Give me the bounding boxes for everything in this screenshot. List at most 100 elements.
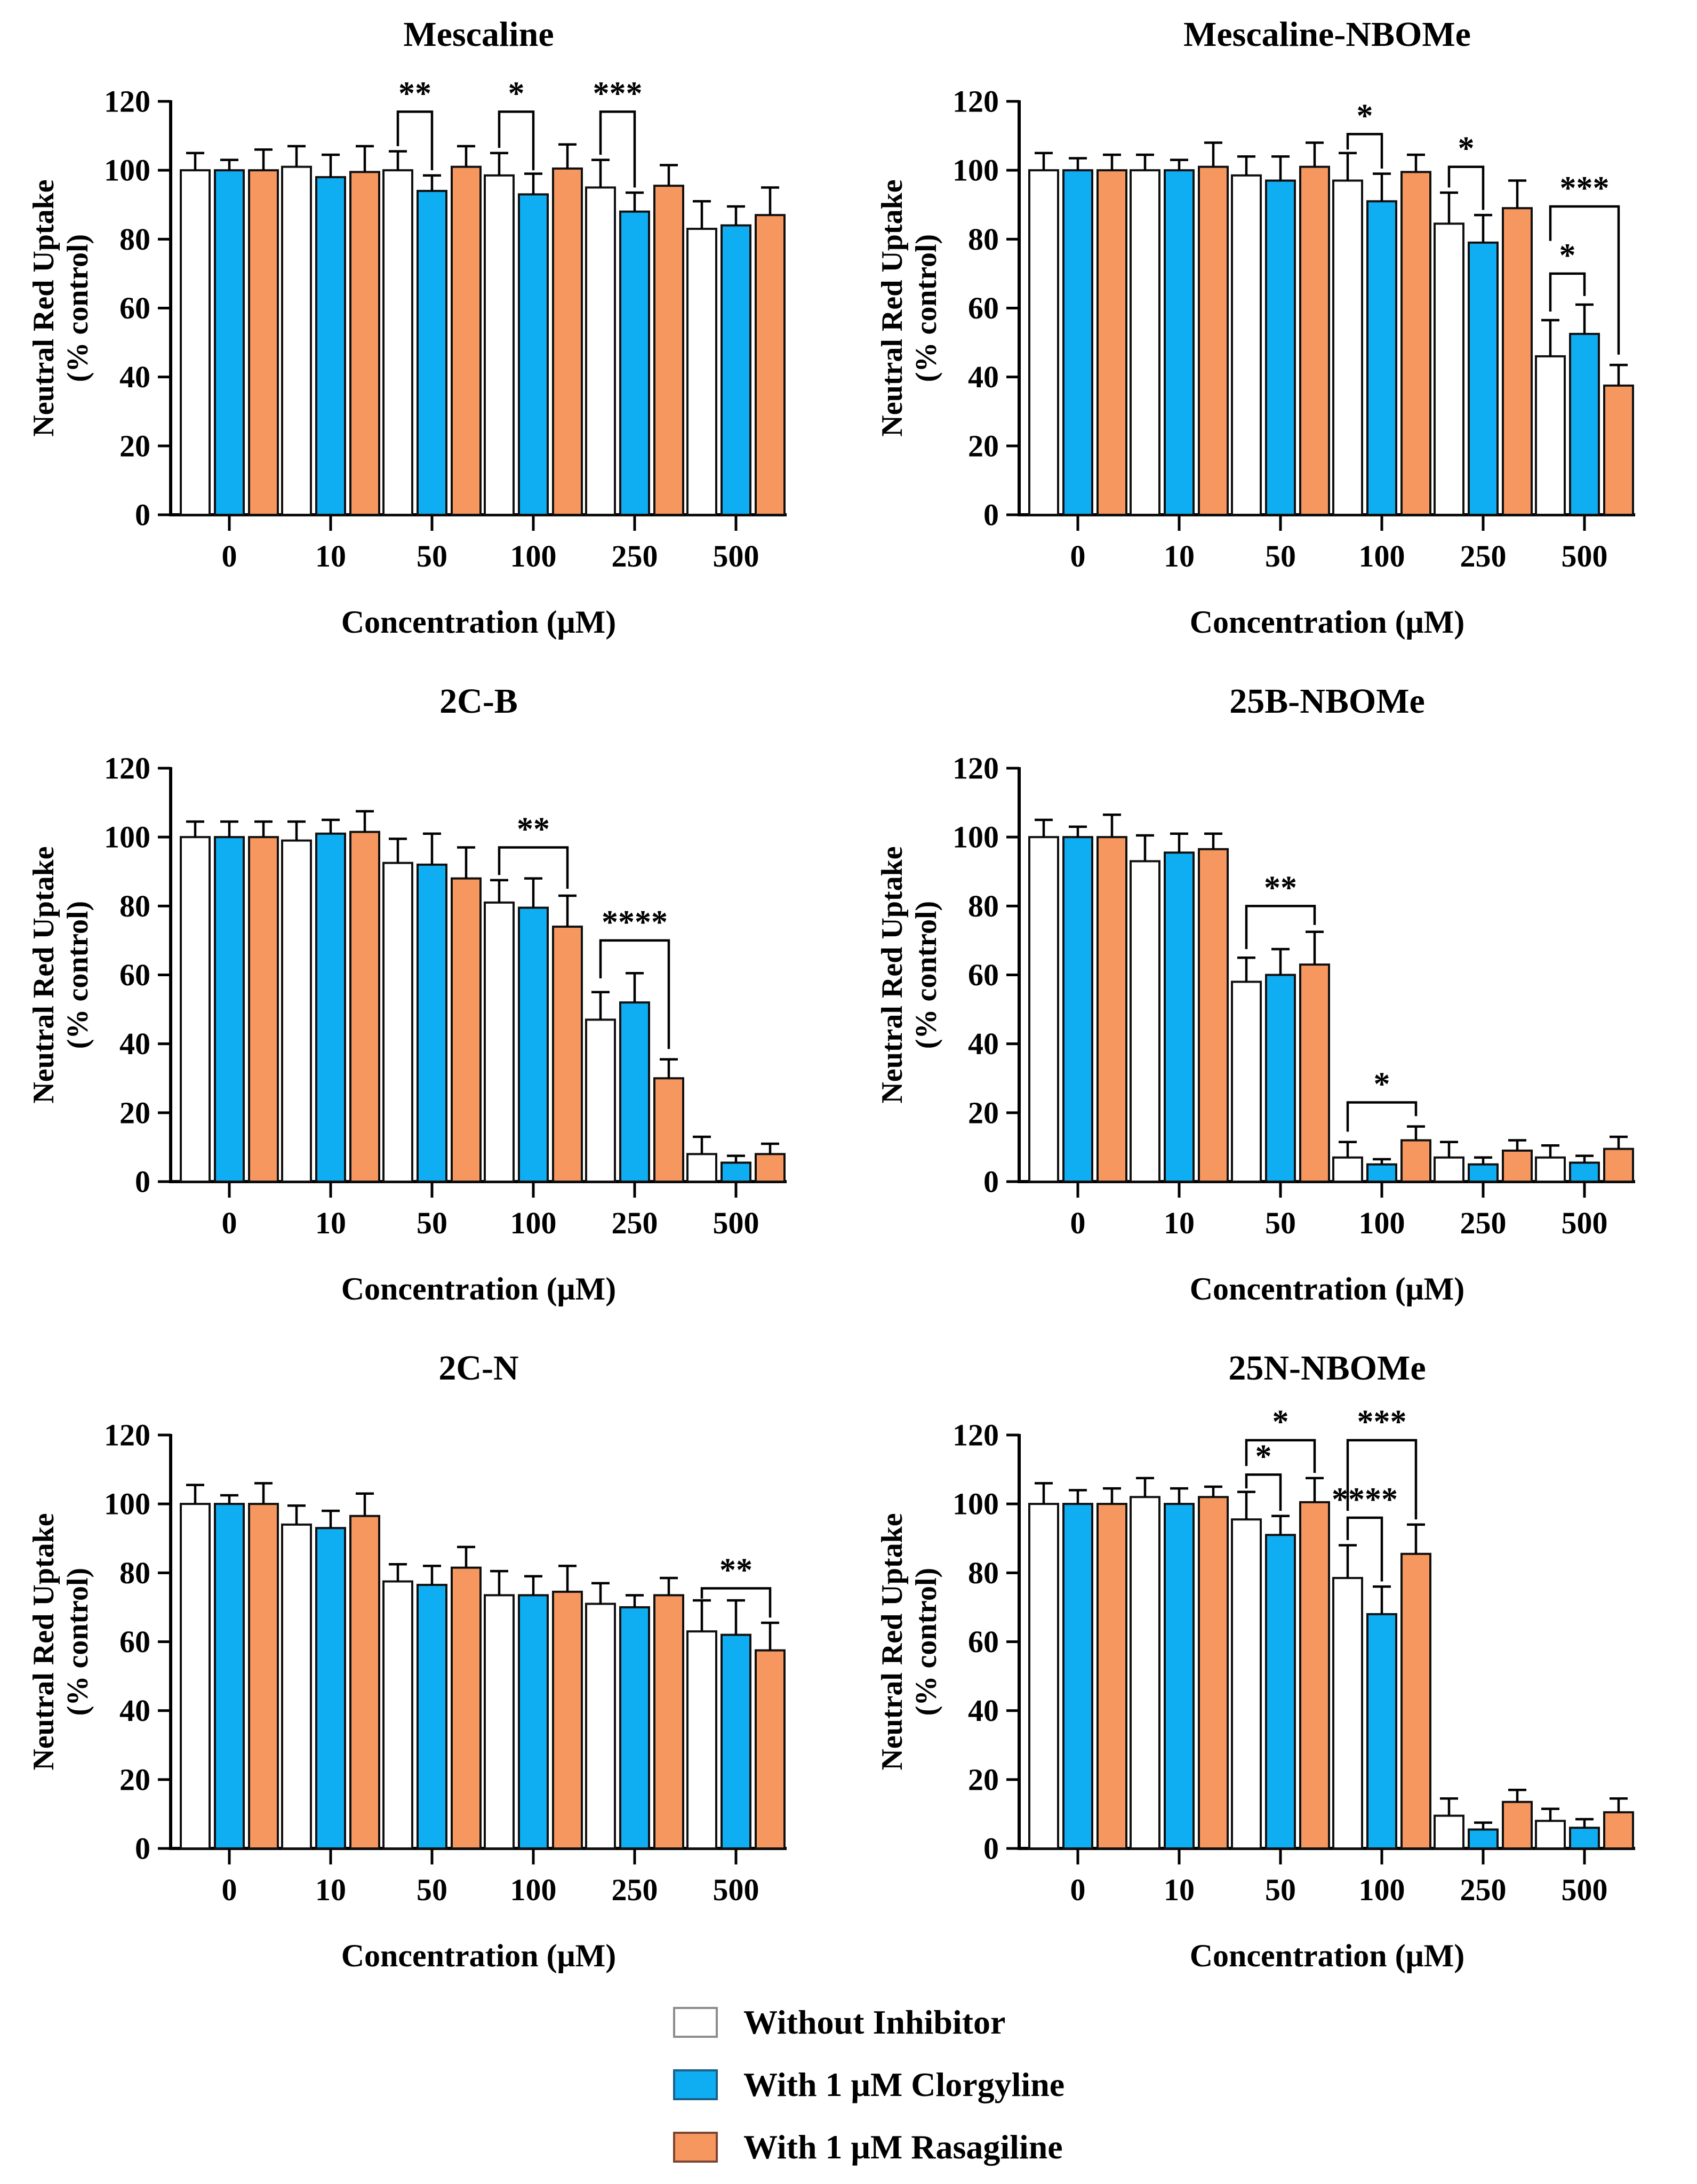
y-tick-label: 120 bbox=[952, 84, 999, 119]
bar bbox=[315, 176, 346, 516]
significance-bracket bbox=[1346, 1101, 1418, 1132]
significance-bracket bbox=[700, 1587, 772, 1618]
legend: Without Inhibitor With 1 μM Clorgyline W… bbox=[673, 1991, 1064, 2178]
x-axis-title: Concentration (μM) bbox=[341, 1271, 617, 1306]
significance-bracket bbox=[1245, 1473, 1282, 1511]
x-tick-label: 100 bbox=[510, 539, 557, 573]
bar bbox=[417, 189, 447, 516]
bar bbox=[755, 1649, 786, 1850]
bar-chart-2c-n: 2C-N 0 20 40 60 80 100 120 0 10 50 100 250 500 Concent… bbox=[27, 1349, 787, 1973]
significance-label: * bbox=[1255, 1438, 1272, 1474]
bar bbox=[1231, 174, 1262, 516]
y-tick-label: 60 bbox=[119, 291, 150, 325]
bar bbox=[653, 185, 684, 516]
y-tick-label: 100 bbox=[104, 820, 150, 855]
y-axis-title: (% control) bbox=[910, 901, 943, 1049]
bar bbox=[1265, 974, 1296, 1183]
x-tick-label: 500 bbox=[1562, 539, 1608, 573]
chart-cell-2c-b: 2C-B 0 20 40 60 80 100 120 0 10 50 100 250 500 Concent… bbox=[0, 667, 848, 1334]
y-tick-label: 120 bbox=[104, 84, 150, 119]
bar bbox=[1164, 1503, 1195, 1850]
bar bbox=[518, 1594, 549, 1850]
bar bbox=[349, 171, 380, 516]
chart-title: 25B-NBOMe bbox=[1229, 682, 1425, 721]
bar bbox=[248, 169, 279, 516]
x-tick-label: 500 bbox=[713, 539, 759, 573]
y-tick-label: 20 bbox=[119, 1762, 150, 1797]
legend-label-rasagiline: With 1 μM Rasagiline bbox=[743, 2127, 1063, 2166]
bar bbox=[1332, 1156, 1363, 1183]
y-tick-label: 0 bbox=[983, 1165, 999, 1199]
chart-title: 2C-B bbox=[439, 682, 518, 721]
bar bbox=[1062, 1503, 1093, 1850]
significance-label: ** bbox=[398, 75, 431, 111]
x-axis-title: Concentration (μM) bbox=[341, 1938, 617, 1973]
y-axis-title: Neutral Red Uptake bbox=[27, 1513, 60, 1770]
bar bbox=[1502, 1149, 1533, 1183]
legend-swatch-without-inhibitor bbox=[673, 2006, 718, 2038]
bar bbox=[1164, 169, 1195, 516]
x-tick-label: 0 bbox=[1070, 539, 1086, 573]
legend-swatch-clorgyline bbox=[673, 2069, 718, 2100]
chart-title: Mescaline-NBOMe bbox=[1183, 15, 1471, 54]
x-tick-label: 50 bbox=[417, 539, 447, 573]
bar-chart-2c-b: 2C-B 0 20 40 60 80 100 120 0 10 50 100 250 500 Concent… bbox=[27, 682, 787, 1306]
bar bbox=[281, 1523, 312, 1850]
x-tick-label: 0 bbox=[1070, 1872, 1086, 1907]
bar bbox=[417, 863, 447, 1183]
x-tick-label: 10 bbox=[1164, 539, 1195, 573]
significance-bracket bbox=[1346, 1516, 1383, 1582]
bar bbox=[1400, 1139, 1431, 1183]
bar bbox=[180, 169, 211, 516]
bar bbox=[1535, 1156, 1566, 1183]
chart-cell-2c-n: 2C-N 0 20 40 60 80 100 120 0 10 50 100 250 500 Concent… bbox=[0, 1334, 848, 2000]
y-tick-label: 80 bbox=[968, 889, 999, 923]
x-tick-label: 50 bbox=[1265, 1206, 1296, 1240]
bar bbox=[552, 1590, 583, 1850]
bar bbox=[721, 1633, 751, 1850]
bar bbox=[248, 836, 279, 1183]
x-tick-label: 500 bbox=[713, 1872, 759, 1907]
x-tick-label: 10 bbox=[315, 1206, 346, 1240]
bar bbox=[1366, 200, 1397, 516]
bar bbox=[1603, 1811, 1634, 1850]
bar bbox=[1400, 1552, 1431, 1850]
bar bbox=[214, 836, 245, 1183]
x-tick-label: 250 bbox=[1460, 1206, 1507, 1240]
bar bbox=[721, 224, 751, 516]
y-tick-label: 20 bbox=[119, 1095, 150, 1130]
bar bbox=[721, 1161, 751, 1183]
y-tick-label: 80 bbox=[119, 222, 150, 257]
bar bbox=[653, 1077, 684, 1183]
bar bbox=[585, 1018, 616, 1183]
y-tick-label: 80 bbox=[968, 1556, 999, 1590]
bar bbox=[484, 1594, 515, 1850]
y-axis-title: (% control) bbox=[61, 234, 94, 382]
x-tick-label: 0 bbox=[222, 539, 237, 573]
bar bbox=[1299, 165, 1330, 516]
bar bbox=[214, 1503, 245, 1850]
significance-label: *** bbox=[593, 75, 643, 111]
bar bbox=[349, 831, 380, 1183]
y-axis-title: Neutral Red Uptake bbox=[27, 846, 60, 1103]
x-tick-label: 250 bbox=[1460, 539, 1507, 573]
bar bbox=[382, 1580, 413, 1850]
bar bbox=[1299, 1501, 1330, 1850]
y-tick-label: 40 bbox=[119, 1693, 150, 1728]
chart-cell-25n-nbome: 25N-NBOMe 0 20 40 60 80 100 120 0 10 50 100 250 500 Co… bbox=[848, 1334, 1697, 2000]
bar bbox=[1130, 169, 1160, 516]
bar bbox=[451, 165, 482, 516]
bar bbox=[552, 926, 583, 1183]
significance-label: * bbox=[1458, 131, 1475, 167]
bar bbox=[619, 1001, 650, 1183]
significance-label: * bbox=[1272, 1404, 1289, 1440]
y-axis-title: (% control) bbox=[910, 234, 943, 382]
bar bbox=[1028, 836, 1059, 1183]
y-tick-label: 100 bbox=[952, 1487, 999, 1521]
bar bbox=[585, 186, 616, 516]
y-tick-label: 60 bbox=[119, 1624, 150, 1659]
bar bbox=[1434, 1814, 1464, 1850]
x-tick-label: 50 bbox=[417, 1872, 447, 1907]
bar bbox=[1332, 1577, 1363, 1850]
